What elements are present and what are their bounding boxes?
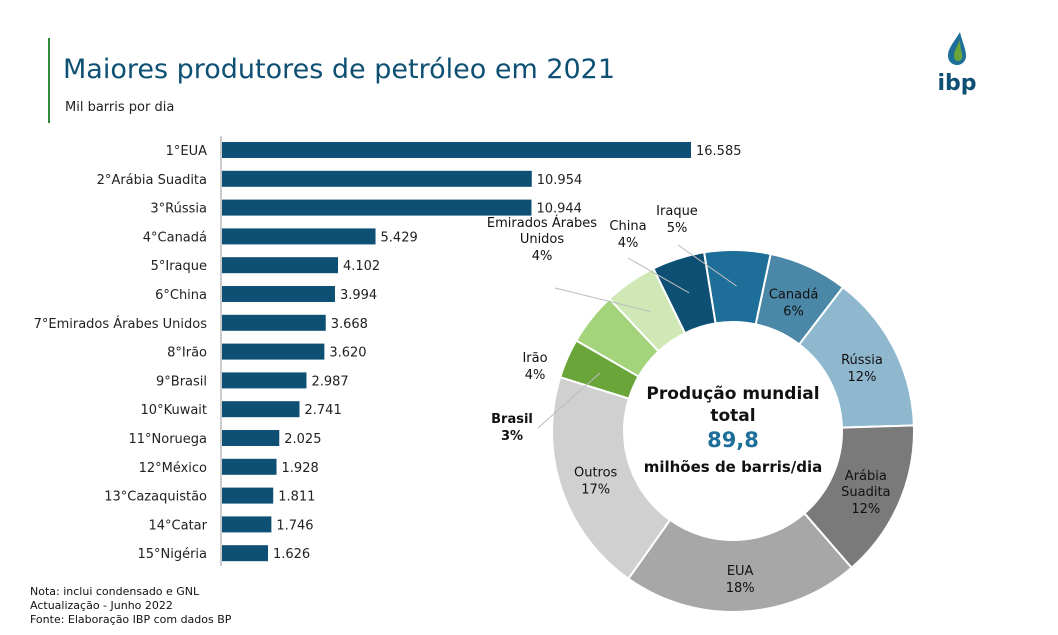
bar — [222, 458, 277, 475]
bar-value-label: 1.811 — [278, 490, 315, 505]
category-label: 4°Canadá — [143, 230, 207, 245]
category-label: 10°Kuwait — [141, 403, 207, 418]
bar-value-label: 10.954 — [537, 173, 583, 188]
bar — [222, 401, 300, 418]
bar-value-label: 16.585 — [696, 144, 742, 159]
bar-value-label: 4.102 — [343, 259, 380, 274]
page-subtitle: Mil barris por dia — [65, 100, 175, 115]
slice-label: China — [609, 219, 646, 234]
slice-label: Canadá — [769, 287, 818, 302]
category-label: 1°EUA — [166, 144, 208, 159]
bar-value-label: 2.741 — [305, 403, 342, 418]
slice-percent-label: 4% — [618, 236, 639, 251]
slice-label: Arábia — [845, 469, 887, 484]
category-label: 7°Emirados Árabes Unidos — [34, 316, 208, 332]
slice-label: Outros — [574, 466, 618, 481]
bar-value-label: 1.626 — [273, 547, 310, 562]
category-label: 6°China — [155, 288, 207, 303]
note-line: Fonte: Elaboração IBP com dados BP — [30, 613, 232, 626]
bar — [222, 228, 376, 245]
note-line: Actualização - Junho 2022 — [30, 599, 173, 612]
category-label: 11°Noruega — [128, 432, 207, 447]
slice-percent-label: 3% — [501, 429, 523, 444]
donut-slice — [627, 511, 854, 613]
bar — [222, 286, 335, 302]
slice-label: Rússia — [841, 353, 883, 368]
bar-value-label: 3.620 — [329, 346, 366, 361]
ibp-logo: ibp — [937, 32, 977, 96]
slice-percent-label: 4% — [532, 249, 553, 264]
donut-center: Produção mundial total 89,8 milhões de b… — [644, 384, 823, 476]
slice-percent-label: 6% — [783, 304, 804, 319]
bar — [222, 314, 326, 331]
slice-label: EUA — [727, 564, 754, 579]
bar-value-label: 2.987 — [311, 374, 348, 389]
slice-label: Brasil — [491, 412, 533, 427]
slice-label: Irão — [522, 351, 547, 366]
bar — [222, 487, 274, 504]
category-label: 2°Arábia Suadita — [97, 173, 207, 188]
slice-percent-label: 12% — [851, 502, 880, 517]
donut-slice — [551, 375, 672, 581]
category-label: 15°Nigéria — [137, 547, 207, 562]
slice-label: Iraque — [656, 204, 698, 219]
bar-value-label: 2.025 — [284, 432, 321, 447]
leader-line — [537, 372, 601, 429]
logo-text: ibp — [937, 71, 976, 96]
bar — [222, 199, 532, 216]
bar-chart: 1°EUA 16.585 2°Arábia Suadita 10.954 3°Rússi… — [34, 136, 742, 566]
leader-line — [627, 257, 690, 294]
center-value: 89,8 — [707, 428, 759, 452]
leader-line — [554, 287, 651, 313]
page-title: Maiores produtores de petróleo em 2021 — [63, 54, 616, 85]
category-label: 13°Cazaquistão — [104, 490, 207, 505]
drop-logo-icon — [948, 32, 966, 65]
bar — [222, 372, 307, 389]
center-line3: milhões de barris/dia — [644, 458, 823, 476]
notes: Nota: inclui condensado e GNL Actualizaç… — [30, 585, 231, 627]
slice-percent-label: 17% — [581, 483, 610, 498]
slice-label: Suadita — [841, 485, 890, 500]
bar — [222, 257, 338, 274]
bar-value-label: 1.746 — [276, 518, 313, 533]
bar — [222, 170, 532, 187]
category-label: 5°Iraque — [151, 259, 207, 274]
bar — [222, 545, 268, 562]
slice-label: Unidos — [520, 232, 565, 247]
bar-value-label: 3.668 — [331, 317, 368, 332]
note-line: Nota: inclui condensado e GNL — [30, 585, 200, 598]
leader-line — [677, 244, 737, 287]
category-label: 3°Rússia — [150, 202, 207, 217]
category-label: 8°Irão — [167, 346, 207, 361]
bar-value-label: 10.944 — [536, 202, 582, 217]
bar-value-label: 5.429 — [381, 230, 418, 245]
center-line1: Produção mundial — [646, 384, 819, 404]
donut-slice — [702, 249, 772, 326]
category-label: 9°Brasil — [156, 374, 207, 389]
bar — [222, 142, 691, 158]
bar-value-label: 3.994 — [340, 288, 377, 303]
title-accent-line — [48, 38, 50, 123]
bar — [222, 430, 280, 446]
slice-percent-label: 18% — [726, 581, 755, 596]
slice-label: Emirados Árabes — [487, 215, 597, 231]
slice-percent-label: 4% — [525, 368, 546, 383]
bar — [222, 516, 272, 533]
category-label: 12°México — [139, 461, 207, 476]
slice-percent-label: 5% — [667, 221, 688, 236]
slice-percent-label: 12% — [848, 370, 877, 385]
bar — [222, 343, 325, 360]
category-label: 14°Catar — [149, 518, 208, 533]
center-line2: total — [710, 406, 755, 426]
bar-value-label: 1.928 — [282, 461, 319, 476]
